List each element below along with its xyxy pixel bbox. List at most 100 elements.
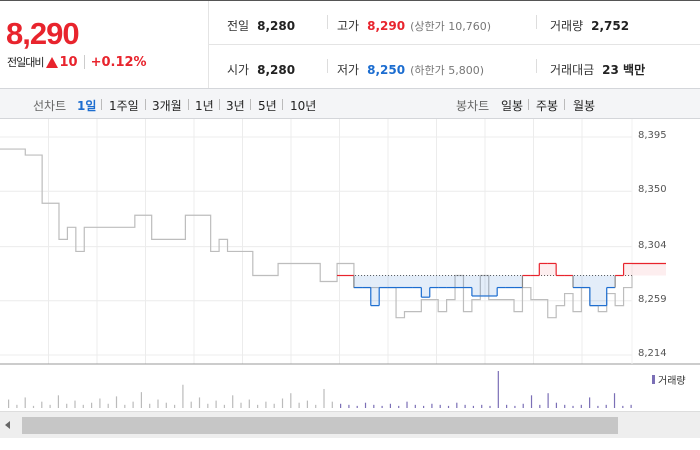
divider [528, 99, 529, 110]
today-area-fill [429, 275, 439, 288]
volume-bar [281, 398, 284, 408]
volume-bar [41, 401, 43, 408]
volume-bar [74, 400, 76, 408]
open-price-value: 8,280 [257, 63, 296, 77]
change-percent: +0.12% [90, 54, 147, 70]
low-price: 저가 8,250 (하한가 5,800) [337, 61, 484, 78]
volume-bar [223, 404, 226, 408]
candle-chart-label: 봉차트 [456, 99, 490, 113]
volume-bar [331, 401, 333, 408]
today-area-fill [412, 275, 422, 288]
volume-bar [182, 384, 184, 408]
trade-value-value: 23 백만 [602, 63, 646, 77]
volume-bar [340, 403, 342, 408]
divider [83, 55, 85, 69]
volume-bar [66, 403, 68, 408]
volume-bar [472, 405, 475, 408]
monthly-candle-tab[interactable]: 월봉 [573, 99, 596, 113]
volume-bar [149, 403, 151, 408]
chart-background [0, 119, 700, 411]
weekly-candle-tab[interactable]: 주봉 [536, 99, 559, 113]
volume-bar [207, 403, 209, 408]
volume-bar [389, 403, 392, 408]
volume-bar [91, 402, 93, 408]
volume-bar [364, 402, 367, 408]
volume-bar [613, 393, 616, 408]
volume-bar [514, 405, 516, 408]
volume-bar [198, 397, 201, 408]
divider [327, 59, 328, 73]
volume-bar [356, 405, 358, 408]
upper-limit: (상한가 10,760) [410, 20, 491, 33]
volume-bar [348, 404, 350, 408]
period-selector-bar: 선차트 1일 1주일 3개월 1년 3년 5년 10년 봉차트 일봉 주봉 월봉 [0, 88, 700, 119]
period-1y-tab[interactable]: 1년 [195, 99, 214, 113]
today-area-fill [370, 275, 380, 306]
volume-bar [8, 399, 10, 408]
today-area-fill [379, 275, 388, 288]
chart-scrollbar[interactable] [0, 411, 700, 438]
today-area-fill [632, 263, 666, 276]
lower-limit: (하한가 5,800) [410, 64, 484, 77]
today-area-fill [581, 275, 590, 288]
volume-bar [489, 405, 491, 408]
period-1w-tab[interactable]: 1주일 [109, 99, 139, 113]
period-3y-tab[interactable]: 3년 [226, 99, 245, 113]
today-area-fill [623, 263, 632, 276]
volume-bar [157, 399, 159, 408]
open-price-label: 시가 [227, 63, 250, 77]
volume-bar [298, 402, 300, 408]
volume-bar [240, 402, 242, 408]
quote-panel: 8,290 전일대비 10 +0.12% 전일 8,280 고가 8,290 (… [0, 0, 700, 89]
change-amount: 10 [59, 54, 78, 70]
chart-canvas [0, 119, 700, 411]
today-area-fill [573, 275, 582, 288]
period-10y-tab[interactable]: 10년 [290, 99, 317, 113]
quote-row-1: 전일 8,280 고가 8,290 (상한가 10,760) 거래량 2,752 [209, 1, 700, 45]
y-tick-label: 8,350 [638, 184, 667, 196]
volume-bar [323, 388, 325, 408]
volume-bar [431, 403, 433, 408]
scroll-left-arrow-icon[interactable] [5, 421, 10, 429]
scroll-thumb[interactable] [22, 417, 618, 434]
today-area-fill [353, 275, 363, 288]
volume-bar [497, 371, 499, 408]
volume-bar [132, 401, 134, 408]
volume-bar [140, 392, 143, 408]
today-area-fill [589, 275, 599, 306]
period-1d-tab[interactable]: 1일 [77, 99, 97, 113]
today-area-fill [488, 275, 498, 296]
volume-bar [630, 404, 632, 408]
volume-bar [456, 402, 458, 408]
y-tick-label: 8,259 [638, 293, 667, 305]
volume-info: 거래량 2,752 [550, 17, 629, 34]
today-area-fill [606, 275, 616, 288]
divider [188, 99, 189, 110]
volume-bar [547, 393, 549, 408]
volume-bar [273, 403, 275, 408]
volume-bar [57, 395, 60, 408]
today-area-fill [471, 275, 481, 296]
change-label: 전일대비 [7, 56, 44, 69]
volume-bar [447, 405, 450, 408]
up-triangle-icon [46, 56, 59, 68]
divider [101, 99, 102, 110]
volume-bar [107, 403, 109, 408]
volume-bar [439, 404, 441, 408]
prev-close-label: 전일 [227, 19, 250, 33]
volume-bar [398, 405, 400, 408]
volume-bar [605, 404, 607, 408]
period-5y-tab[interactable]: 5년 [258, 99, 277, 113]
divider [250, 99, 251, 110]
today-area-fill [547, 263, 557, 276]
period-3m-tab[interactable]: 3개월 [152, 99, 182, 113]
volume-legend: 거래량 [652, 372, 686, 387]
volume-bar [165, 402, 167, 408]
high-price: 고가 8,290 (상한가 10,760) [337, 17, 491, 34]
trade-value-info: 거래대금 23 백만 [550, 61, 645, 78]
daily-candle-tab[interactable]: 일봉 [501, 99, 524, 113]
today-area-fill [463, 275, 472, 288]
divider [536, 59, 537, 73]
low-price-value: 8,250 [367, 63, 406, 77]
prev-close-value: 8,280 [257, 19, 296, 33]
